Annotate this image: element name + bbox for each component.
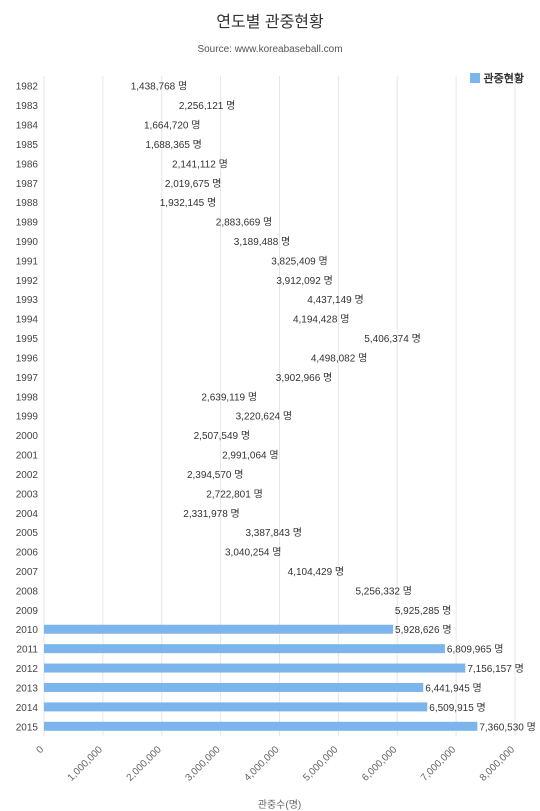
y-tick-label: 1992 [16, 276, 39, 287]
bar [44, 624, 394, 634]
data-label: 3,825,409 명 [271, 255, 327, 267]
bar [44, 644, 445, 654]
data-label: 1,438,768 명 [131, 81, 187, 93]
legend[interactable]: 관중현황 [469, 70, 524, 86]
data-label: 2,331,978 명 [183, 508, 239, 520]
data-label: 2,019,675 명 [165, 178, 221, 190]
y-tick-label: 2001 [16, 451, 39, 462]
x-tick-label: 5,000,000 [301, 744, 341, 784]
legend-label: 관중현황 [483, 73, 524, 85]
y-tick-label: 2007 [16, 567, 39, 578]
data-label: 4,104,429 명 [288, 566, 344, 578]
data-label: 6,809,965 명 [447, 644, 503, 656]
y-tick-label: 1998 [16, 392, 39, 403]
y-tick-label: 2011 [16, 645, 38, 656]
data-label: 2,639,119 명 [201, 391, 257, 403]
x-tick-label: 6,000,000 [360, 744, 400, 784]
data-label: 4,498,082 명 [311, 352, 367, 364]
y-tick-label: 1995 [16, 334, 39, 345]
data-label: 3,902,966 명 [276, 372, 332, 384]
y-tick-label: 2008 [16, 586, 39, 597]
y-tick-label: 2014 [16, 703, 39, 714]
data-label: 4,194,428 명 [293, 314, 349, 326]
data-label: 5,928,626 명 [395, 624, 451, 636]
y-tick-label: 2005 [16, 528, 39, 539]
bar [44, 721, 478, 731]
y-tick-label: 2013 [16, 683, 39, 694]
data-label: 1,688,365 명 [145, 139, 201, 151]
data-label: 1,664,720 명 [144, 120, 200, 132]
y-tick-label: 2003 [16, 489, 39, 500]
legend-swatch [469, 73, 480, 83]
y-tick-label: 1985 [16, 140, 39, 151]
y-tick-label: 2004 [16, 509, 39, 520]
data-label: 3,040,254 명 [225, 547, 281, 559]
bar [44, 702, 428, 712]
y-tick-label: 2006 [16, 548, 39, 559]
y-tick-label: 1994 [16, 315, 39, 326]
x-tick-label: 2,000,000 [125, 744, 165, 784]
chart-title: 연도별 관중현황 [216, 14, 324, 31]
data-label: 1,932,145 명 [160, 197, 216, 209]
y-tick-label: 2009 [16, 606, 39, 617]
data-label: 3,912,092 명 [276, 275, 332, 287]
y-tick-label: 1993 [16, 295, 39, 306]
y-tick-label: 1989 [16, 218, 39, 229]
x-axis-title: 관중수(명) [258, 799, 301, 811]
y-tick-label: 1988 [16, 198, 39, 209]
y-tick-label: 1991 [16, 256, 39, 267]
x-tick-label: 3,000,000 [184, 744, 224, 784]
y-tick-label: 2015 [16, 722, 39, 733]
y-tick-label: 1982 [16, 82, 39, 93]
bar [44, 663, 466, 673]
chart-subtitle: Source: www.koreabaseball.com [197, 44, 343, 55]
data-label: 2,883,669 명 [216, 217, 272, 229]
y-tick-label: 1984 [16, 121, 39, 132]
data-label: 2,256,121 명 [179, 100, 235, 112]
y-tick-label: 2010 [16, 625, 39, 636]
data-label: 6,441,945 명 [425, 682, 481, 694]
data-label: 5,925,285 명 [395, 605, 451, 617]
y-tick-label: 1987 [16, 179, 39, 190]
data-label: 5,256,332 명 [355, 585, 411, 597]
data-label: 3,387,843 명 [245, 527, 301, 539]
y-tick-label: 2012 [16, 664, 39, 675]
data-label: 3,220,624 명 [236, 411, 292, 423]
data-label: 4,437,149 명 [307, 294, 363, 306]
y-tick-label: 1983 [16, 101, 39, 112]
data-label: 7,360,530 명 [479, 721, 535, 733]
data-label: 6,509,915 명 [429, 702, 485, 714]
x-tick-label: 0 [34, 744, 46, 756]
x-tick-label: 1,000,000 [66, 744, 106, 784]
y-tick-label: 1986 [16, 159, 39, 170]
y-tick-label: 2000 [16, 431, 39, 442]
data-label: 2,991,064 명 [222, 450, 278, 462]
x-tick-label: 4,000,000 [242, 744, 282, 784]
data-label: 2,141,112 명 [172, 158, 228, 170]
y-tick-label: 2002 [16, 470, 39, 481]
x-tick-label: 7,000,000 [419, 744, 459, 784]
data-label: 5,406,374 명 [364, 333, 420, 345]
y-tick-label: 1999 [16, 412, 39, 423]
y-tick-label: 1997 [16, 373, 39, 384]
data-label: 2,722,801 명 [206, 488, 262, 500]
x-tick-label: 8,000,000 [478, 744, 518, 784]
data-label: 3,189,488 명 [234, 236, 290, 248]
data-label: 7,156,157 명 [467, 663, 523, 675]
data-label: 2,394,570 명 [187, 469, 243, 481]
bar [44, 682, 424, 692]
y-tick-label: 1996 [16, 353, 39, 364]
data-label: 2,507,549 명 [194, 430, 250, 442]
y-tick-label: 1990 [16, 237, 39, 248]
